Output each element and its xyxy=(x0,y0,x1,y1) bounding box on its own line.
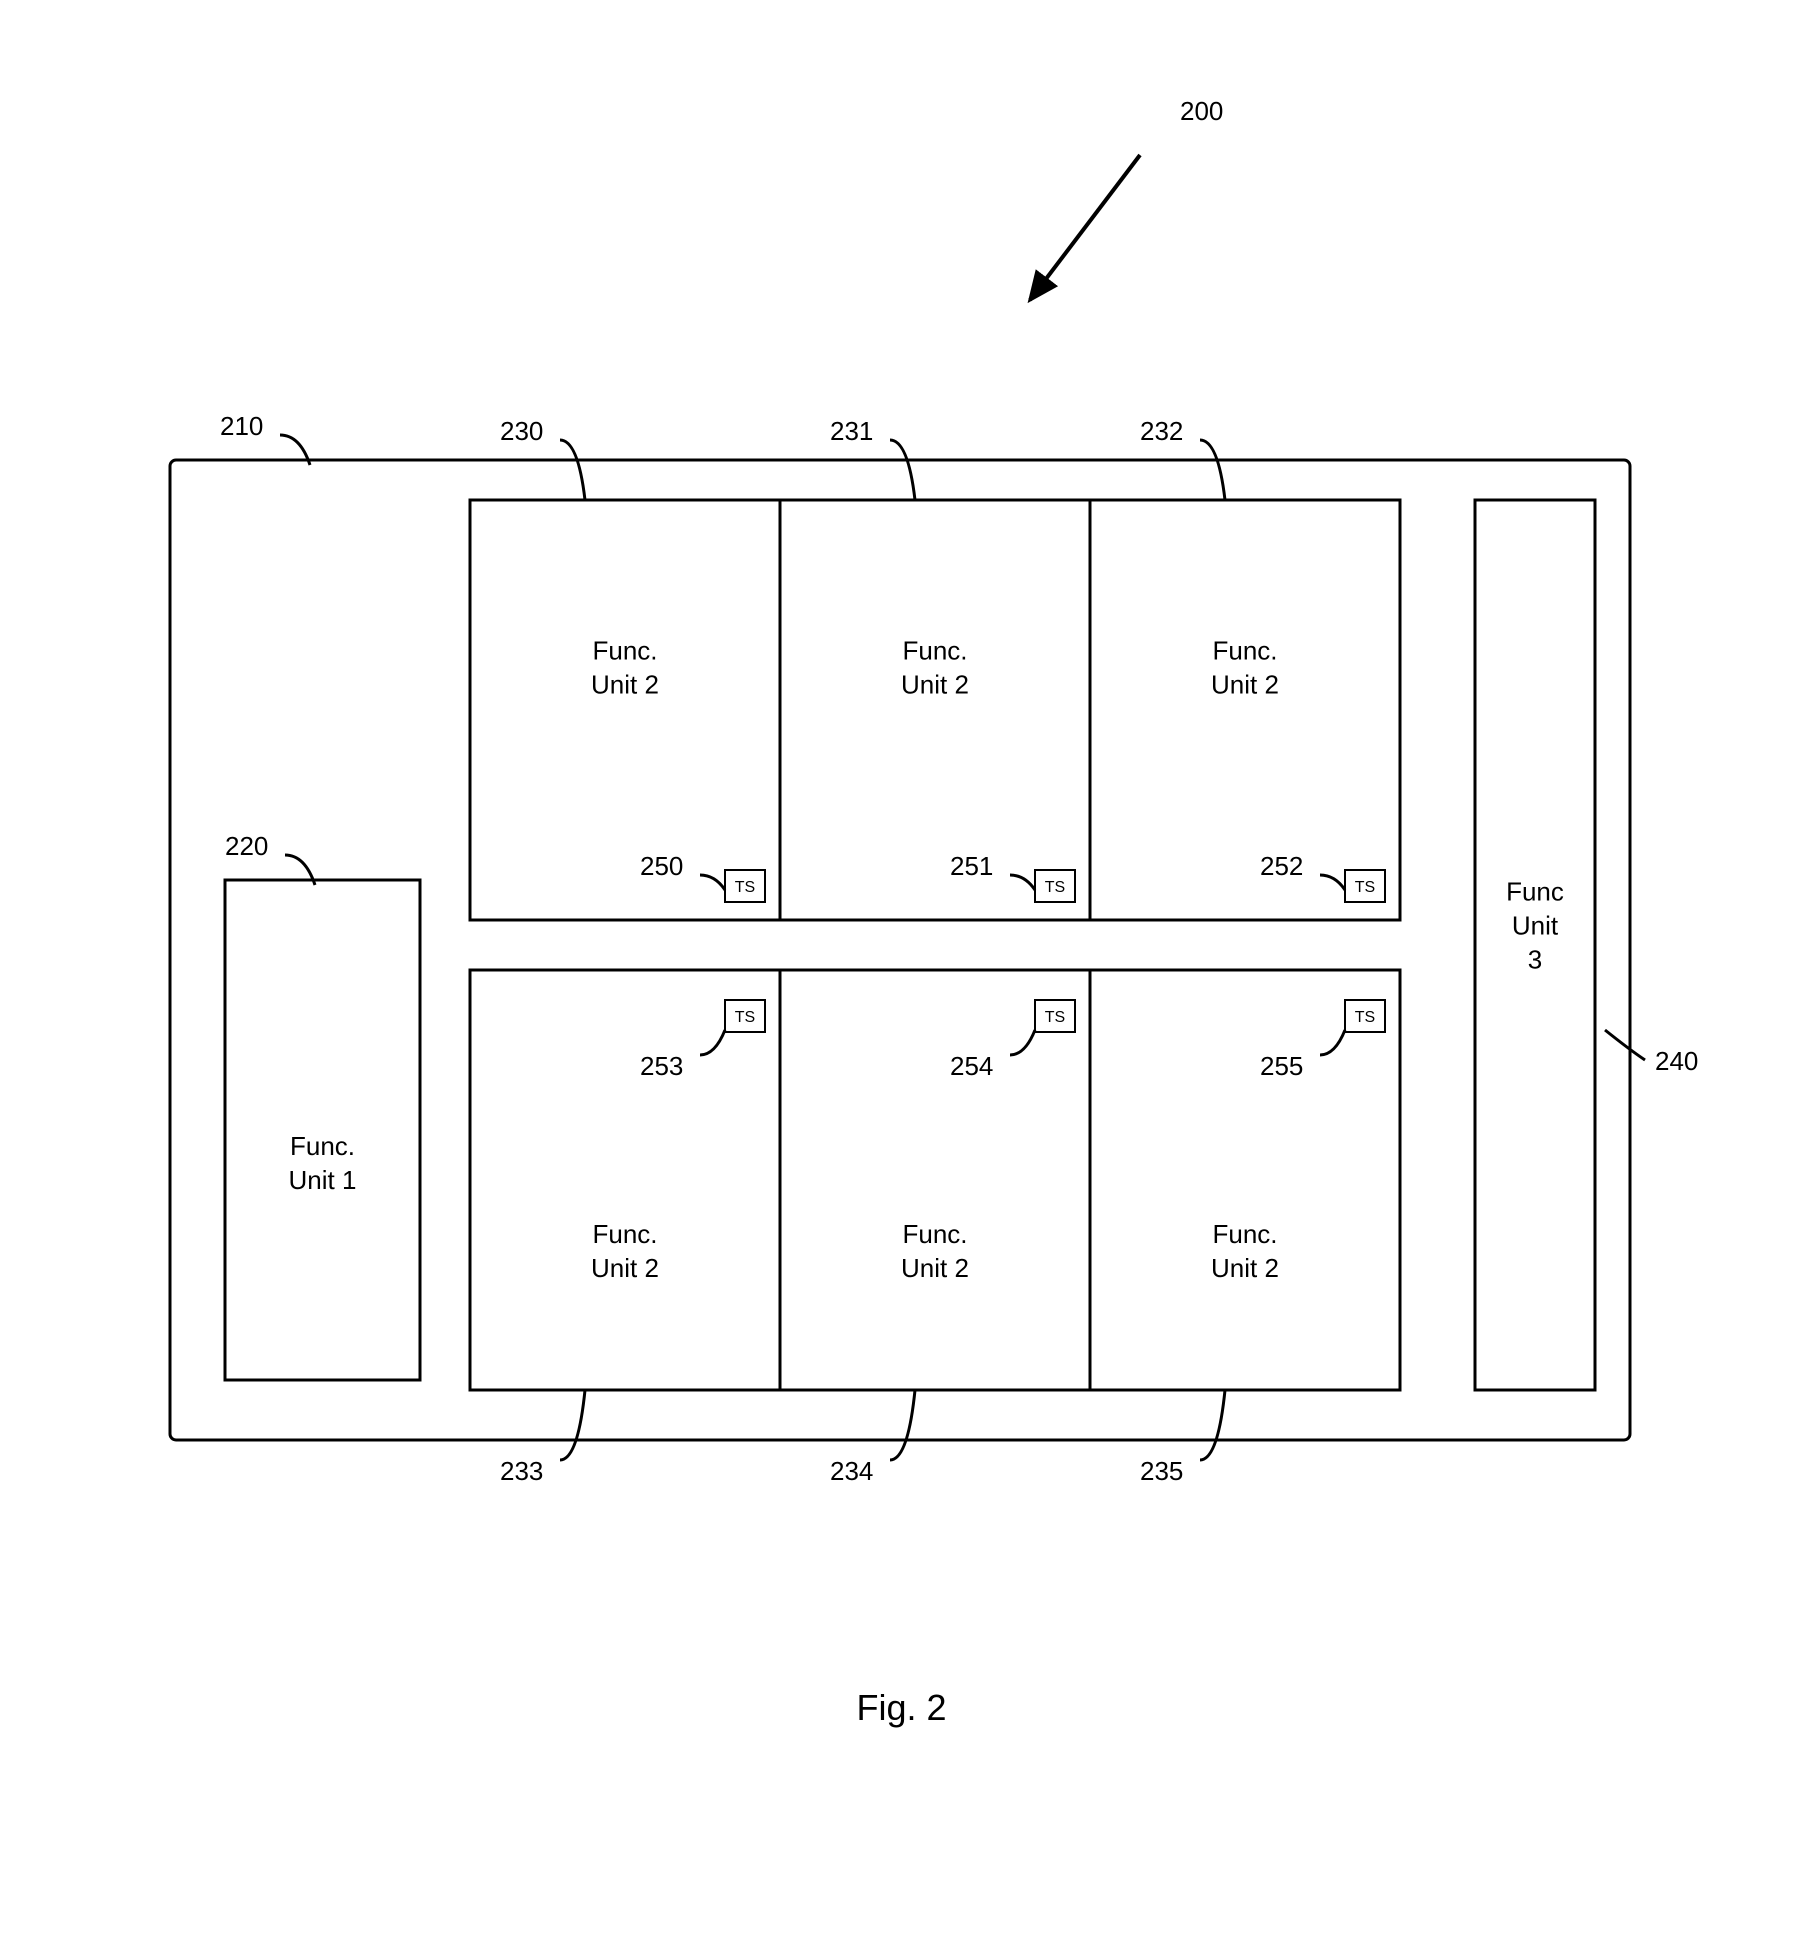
func-unit-3-label-2: Unit xyxy=(1512,911,1559,941)
func-unit-2-231-label-2: Unit 2 xyxy=(901,670,969,700)
ref-231: 231 xyxy=(830,416,873,446)
ref-255: 255 xyxy=(1260,1051,1303,1081)
ref-252: 252 xyxy=(1260,851,1303,881)
ts-label-252: TS xyxy=(1355,879,1375,896)
figure-ref-200: 200 xyxy=(1180,96,1223,126)
ts-label-253: TS xyxy=(735,1009,755,1026)
func-unit-2-233-label-1: Func. xyxy=(592,1219,657,1249)
func-unit-2-230-label-2: Unit 2 xyxy=(591,670,659,700)
func-unit-2-232-label-2: Unit 2 xyxy=(1211,670,1279,700)
ref-234: 234 xyxy=(830,1456,873,1486)
ref-250: 250 xyxy=(640,851,683,881)
ref-232: 232 xyxy=(1140,416,1183,446)
ref-220: 220 xyxy=(225,831,268,861)
ts-label-251: TS xyxy=(1045,879,1065,896)
ref-235: 235 xyxy=(1140,1456,1183,1486)
ref-254: 254 xyxy=(950,1051,993,1081)
func-unit-1 xyxy=(225,880,420,1380)
ref-251: 251 xyxy=(950,851,993,881)
func-unit-2-235-label-1: Func. xyxy=(1212,1219,1277,1249)
func-unit-2-234-label-1: Func. xyxy=(902,1219,967,1249)
ref-210: 210 xyxy=(220,411,263,441)
ref-240: 240 xyxy=(1655,1046,1698,1076)
func-unit-2-234-label-2: Unit 2 xyxy=(901,1253,969,1283)
func-unit-2-231 xyxy=(780,500,1090,920)
func-unit-2-231-label-1: Func. xyxy=(902,636,967,666)
func-unit-1-label-1: Func. xyxy=(290,1131,355,1161)
func-unit-2-233-label-2: Unit 2 xyxy=(591,1253,659,1283)
ref-233: 233 xyxy=(500,1456,543,1486)
func-unit-3-label-1: Func xyxy=(1506,877,1564,907)
ts-label-250: TS xyxy=(735,879,755,896)
figure-caption: Fig. 2 xyxy=(856,1687,946,1728)
ts-label-254: TS xyxy=(1045,1009,1065,1026)
func-unit-2-232 xyxy=(1090,500,1400,920)
func-unit-1-label-2: Unit 1 xyxy=(289,1165,357,1195)
func-unit-2-232-label-1: Func. xyxy=(1212,636,1277,666)
figure-ref-200-arrow xyxy=(1030,155,1140,300)
ref-230: 230 xyxy=(500,416,543,446)
func-unit-2-235-label-2: Unit 2 xyxy=(1211,1253,1279,1283)
func-unit-2-230 xyxy=(470,500,780,920)
func-unit-2-230-label-1: Func. xyxy=(592,636,657,666)
ts-label-255: TS xyxy=(1355,1009,1375,1026)
func-unit-3-label-3: 3 xyxy=(1528,945,1542,975)
diagram-canvas: 200 210 Func. Unit 1 220 Func Unit 3 240 Func. Uni… xyxy=(0,0,1803,1941)
ref-253: 253 xyxy=(640,1051,683,1081)
